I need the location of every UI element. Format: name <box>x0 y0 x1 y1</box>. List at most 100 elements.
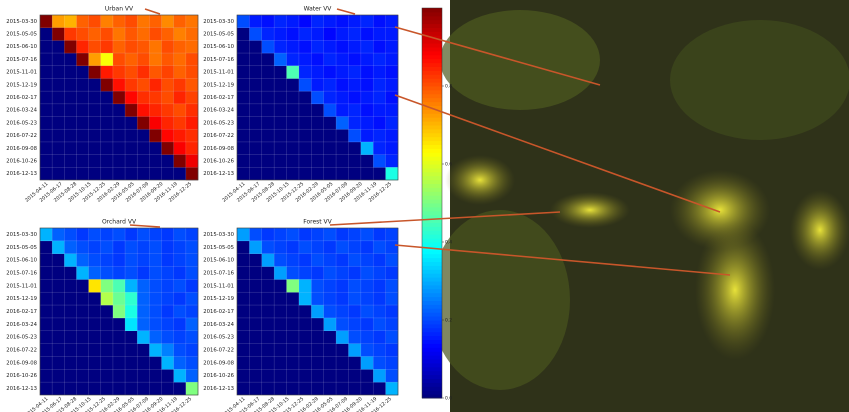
cell <box>149 241 161 254</box>
y-tick-label: 2015-03-30 <box>6 232 37 238</box>
cell <box>76 15 88 28</box>
cell <box>101 66 113 79</box>
cell <box>386 267 399 280</box>
cell <box>174 117 186 130</box>
cell <box>149 40 161 53</box>
cell <box>373 28 386 41</box>
cell <box>137 254 149 267</box>
y-tick-label: 2015-07-16 <box>203 270 234 276</box>
cell <box>101 53 113 66</box>
y-tick-label: 2016-03-24 <box>203 322 234 328</box>
cell <box>137 78 149 91</box>
colorbar-segment <box>422 258 442 262</box>
cell <box>336 279 349 292</box>
cell <box>149 117 161 130</box>
y-tick-label: 2015-07-16 <box>6 57 37 63</box>
terrain <box>430 210 570 390</box>
cell <box>324 292 337 305</box>
colorbar-segment <box>422 168 442 172</box>
cell <box>386 66 399 79</box>
cell <box>76 28 88 41</box>
cell <box>186 292 198 305</box>
colorbar-segment <box>422 390 442 394</box>
cell <box>348 279 361 292</box>
cell <box>125 241 137 254</box>
cell <box>348 267 361 280</box>
terrain <box>670 20 849 140</box>
cell <box>137 292 149 305</box>
cell <box>373 267 386 280</box>
cell <box>137 318 149 331</box>
colorbar-tick-label: 0.6 <box>445 162 452 168</box>
y-tick-label: 2015-11-01 <box>203 70 234 76</box>
cell <box>361 254 374 267</box>
colorbar-segment <box>422 28 442 32</box>
y-tick-label: 2015-05-05 <box>6 245 37 251</box>
colorbar-segment <box>422 386 442 390</box>
colorbar-segment <box>422 304 442 308</box>
cell <box>174 129 186 142</box>
y-tick-label: 2016-05-23 <box>6 335 37 341</box>
cell <box>113 241 125 254</box>
cell <box>174 267 186 280</box>
colorbar-segment <box>422 289 442 293</box>
cell <box>373 369 386 382</box>
cell <box>386 382 399 395</box>
cell <box>64 228 76 241</box>
cell <box>336 104 349 117</box>
colorbar-segment <box>422 359 442 363</box>
colorbar-tick-label: 0.4 <box>445 240 452 246</box>
cell <box>113 78 125 91</box>
colorbar-segment <box>422 340 442 344</box>
cell <box>361 117 374 130</box>
colorbar-segment <box>422 262 442 266</box>
colorbar-segment <box>422 176 442 180</box>
cell <box>186 142 198 155</box>
colorbar-segment <box>422 293 442 297</box>
colorbar-segment <box>422 191 442 195</box>
cell <box>162 78 174 91</box>
colorbar-segment <box>422 156 442 160</box>
y-tick-label: 2016-02-17 <box>203 309 234 315</box>
panel-title: Urban VV <box>105 6 134 13</box>
cell <box>386 279 399 292</box>
cell <box>348 254 361 267</box>
y-tick-label: 2016-09-08 <box>203 360 234 366</box>
colorbar-segment <box>422 355 442 359</box>
cell <box>311 91 324 104</box>
cell <box>348 78 361 91</box>
cell <box>162 344 174 357</box>
cell <box>386 331 399 344</box>
cell <box>336 40 349 53</box>
cell <box>361 28 374 41</box>
cell <box>125 254 137 267</box>
cell <box>174 104 186 117</box>
cell <box>52 241 64 254</box>
cell <box>361 356 374 369</box>
cell <box>52 228 64 241</box>
cell <box>113 91 125 104</box>
cell <box>149 228 161 241</box>
colorbar-segment <box>422 367 442 371</box>
cell <box>299 40 312 53</box>
cell <box>336 318 349 331</box>
urban-area <box>695 220 775 360</box>
cell <box>348 344 361 357</box>
cell <box>162 241 174 254</box>
cell <box>52 28 64 41</box>
colorbar-segment <box>422 242 442 246</box>
y-tick-label: 2016-10-26 <box>6 158 37 164</box>
cell <box>373 78 386 91</box>
urban-area <box>550 192 630 228</box>
cell <box>125 267 137 280</box>
cell <box>174 279 186 292</box>
cell <box>186 104 198 117</box>
colorbar-segment <box>422 47 442 51</box>
cell <box>311 228 324 241</box>
cell <box>76 228 88 241</box>
cell <box>149 78 161 91</box>
y-tick-label: 2016-02-17 <box>6 95 37 101</box>
cell <box>262 15 275 28</box>
cell <box>174 91 186 104</box>
cell <box>324 267 337 280</box>
